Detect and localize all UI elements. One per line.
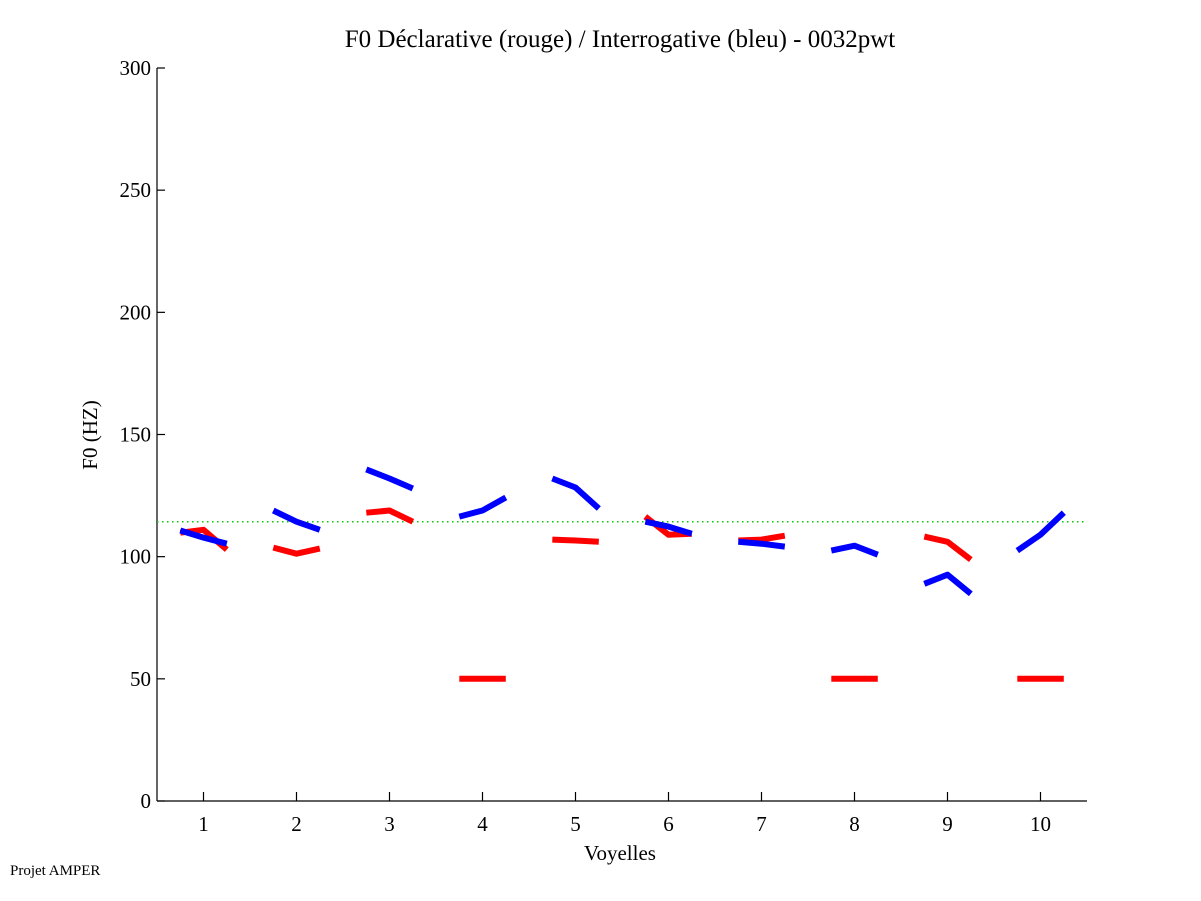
y-tick-label: 150 xyxy=(120,423,152,447)
y-tick-label: 250 xyxy=(120,178,152,202)
series-declarative xyxy=(179,507,1064,682)
x-tick-label: 9 xyxy=(942,812,953,836)
y-tick-label: 200 xyxy=(120,300,152,324)
y-tick-label: 100 xyxy=(120,545,152,569)
f0-contour-vowel-3 xyxy=(366,507,415,525)
x-axis-label: Voyelles xyxy=(584,841,656,865)
chart-title: F0 Déclarative (rouge) / Interrogative (… xyxy=(345,26,896,53)
x-tick-label: 10 xyxy=(1030,812,1051,836)
y-tick-label: 0 xyxy=(141,789,152,813)
f0-contour-vowel-6 xyxy=(644,518,693,537)
f0-contour-vowel-2 xyxy=(271,507,321,533)
axes: 0 50 100 150 200 250 300 1 2 3 4 5 6 7 8 9 10 xyxy=(120,56,1087,836)
x-tick-label: 1 xyxy=(198,812,209,836)
footer-credit: Projet AMPER xyxy=(10,863,101,879)
x-tick-label: 2 xyxy=(291,812,302,836)
series-layer xyxy=(179,466,1066,682)
f0-contour-vowel-3 xyxy=(365,466,414,492)
x-tick-label: 5 xyxy=(570,812,581,836)
f0-contour-vowel-5 xyxy=(552,536,599,545)
f0-contour-vowel-7 xyxy=(738,538,786,550)
f0-contour-vowel-9 xyxy=(923,533,973,562)
f0-contour-vowel-9 xyxy=(923,571,973,597)
x-tick-label: 6 xyxy=(663,812,674,836)
x-tick-label: 4 xyxy=(477,812,488,836)
y-axis-label: F0 (HZ) xyxy=(78,400,102,469)
f0-contour-vowel-10 xyxy=(1015,510,1066,554)
y-tick-label: 50 xyxy=(130,667,151,691)
y-tick-label: 300 xyxy=(120,56,152,80)
f0-contour-vowel-1 xyxy=(179,527,228,547)
series-interrogative xyxy=(179,466,1066,597)
x-tick-label: 3 xyxy=(384,812,395,836)
f0-contour-vowel-2 xyxy=(272,544,321,557)
x-tick-label: 8 xyxy=(849,812,860,836)
f0-contour-vowel-8 xyxy=(830,542,879,558)
f0-contour-vowel-5 xyxy=(551,475,601,511)
x-tick-label: 7 xyxy=(756,812,767,836)
f0-contour-vowel-4 xyxy=(458,494,508,520)
